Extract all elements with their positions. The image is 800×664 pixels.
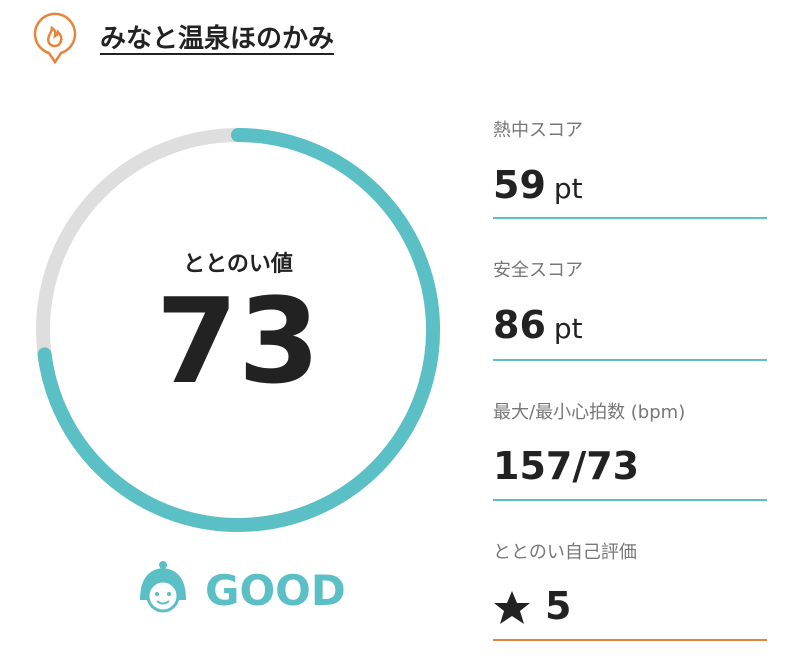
gauge-label: ととのい値 [183,252,293,277]
unit: pt [553,172,583,205]
divider [493,359,767,361]
metric-value: 157/73 [493,444,639,488]
divider [493,499,767,501]
gauge-value: 73 [155,272,321,410]
divider [493,217,767,219]
value: 157/73 [493,444,640,488]
metric-value: 59 pt [493,163,583,207]
divider [493,639,767,641]
metric-label: 安全スコア [493,260,583,281]
metric-value: 86 pt [493,303,583,347]
metric-label: 最大/最小心拍数 (bpm) [493,402,686,423]
value: 59 [493,163,546,207]
title: みなと温泉ほのかみ [100,24,335,54]
place-icon [33,12,77,65]
unit: pt [553,312,583,345]
rating-label: GOOD [205,566,346,615]
value: 5 [545,584,572,628]
metric-label: 熱中スコア [493,120,583,141]
gauge-arc [37,128,441,532]
star-icon [494,591,530,624]
rating-icon [140,561,186,613]
metric-label: ととのい自己評価 [493,542,637,563]
metric-value: 5 [545,584,571,628]
value: 86 [493,303,546,347]
